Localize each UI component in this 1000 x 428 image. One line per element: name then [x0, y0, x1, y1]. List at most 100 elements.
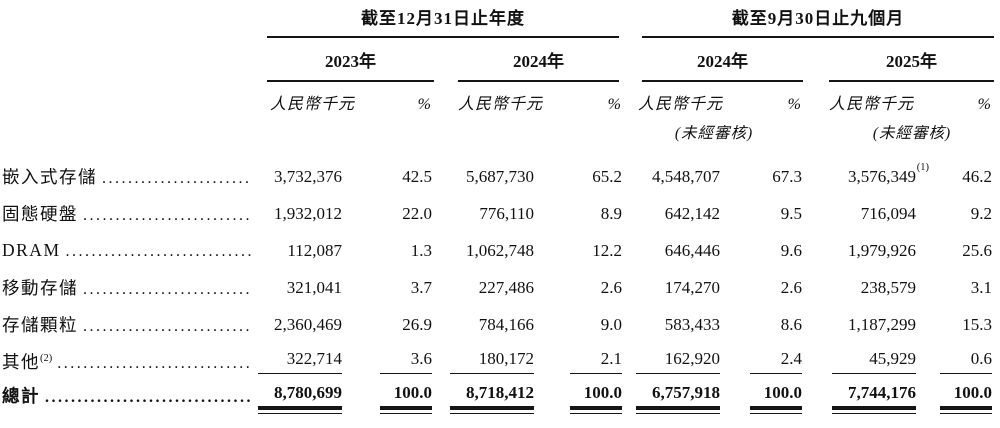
cell-percent-9m2025: 15.3: [962, 314, 992, 334]
year-header-2024: 2024年: [458, 47, 619, 82]
cell-amount-9m2025: 1,979,926: [848, 240, 916, 260]
row-label: 固態硬盤: [2, 204, 78, 224]
table-row-memory-wafers: 存儲顆粒 2,360,469 26.9 784,166 9.0 583,433 …: [2, 306, 994, 343]
year-header-row: 2023年 2024年 2024年 2025年: [2, 38, 994, 82]
cell-amount-fy2023: 3,732,376: [274, 166, 342, 186]
cell-percent-9m2024: 67.3: [772, 166, 802, 186]
col-header-percent: %: [607, 96, 622, 113]
cell-percent-9m2024: 2.6: [780, 277, 802, 297]
unaudited-note-9m-2024: (未經審核): [674, 125, 754, 142]
col-header-amount: 人民幣千元: [458, 96, 544, 113]
cell-amount-9m2024: 4,548,707: [652, 166, 720, 186]
row-label: 其他(2): [2, 352, 53, 372]
unaudited-note-9m-2025: (未經審核): [872, 125, 952, 142]
cell-amount-9m2024: 642,142: [664, 203, 720, 223]
cell-percent-fy2024: 2.6: [600, 277, 622, 297]
empty-cell: [2, 82, 254, 116]
total-percent-fy2023: 100.0: [344, 380, 434, 426]
unaudited-note-row: (未經審核) (未經審核): [2, 116, 994, 146]
table-row-total: 總計 8,780,699 100.0 8,718,412 100.0 6,757…: [2, 380, 994, 426]
year-header-9m-2024: 2024年: [642, 47, 803, 82]
empty-cell: [2, 38, 254, 82]
cell-percent-fy2023: 3.7: [410, 277, 432, 297]
total-amount-fy2024: 8,718,412: [434, 380, 536, 426]
dot-leader: [66, 243, 252, 261]
cell-percent-fy2023: 42.5: [402, 166, 432, 186]
cell-percent-fy2024: 8.9: [600, 203, 622, 223]
cell-percent-fy2024: 9.0: [600, 314, 622, 334]
col-header-percent: %: [787, 96, 802, 113]
col-header-amount: 人民幣千元: [829, 96, 915, 113]
dot-leader: [83, 281, 252, 299]
dot-leader: [83, 318, 252, 336]
table-row-dram: DRAM 112,087 1.3 1,062,748 12.2 646,446 …: [2, 232, 994, 269]
dot-leader: [45, 389, 252, 407]
cell-amount-9m2024: 174,270: [664, 277, 720, 297]
total-amount-9m2025: 7,744,176: [804, 380, 918, 426]
empty-cell: [2, 116, 254, 146]
cell-percent-9m2025: 0.6: [918, 343, 994, 380]
cell-percent-9m2025: 25.6: [962, 240, 992, 260]
total-percent-fy2024: 100.0: [536, 380, 624, 426]
cell-amount-9m2025: 716,094: [860, 203, 916, 223]
col-header-amount: 人民幣千元: [638, 96, 724, 113]
cell-amount-fy2023: 1,932,012: [274, 203, 342, 223]
cell-percent-fy2024: 12.2: [592, 240, 622, 260]
cell-amount-fy2024: 5,687,730: [466, 166, 534, 186]
total-label: 總計: [2, 386, 40, 406]
cell-percent-9m2024: 9.5: [780, 203, 802, 223]
total-percent-9m2025: 100.0: [918, 380, 994, 426]
cell-percent-9m2025: 3.1: [970, 277, 992, 297]
row-label: 移動存儲: [2, 278, 78, 298]
period-group-nine-months: 截至9月30日止九個月: [642, 4, 994, 38]
cell-amount-fy2024: 227,486: [478, 277, 534, 297]
cell-amount-9m2024: 162,920: [624, 343, 722, 380]
table-row-embedded-storage: 嵌入式存儲 3,732,376 42.5 5,687,730 65.2 4,54…: [2, 158, 994, 195]
footnote-ref-2: (2): [40, 353, 53, 365]
footnote-ref-1: (1): [916, 162, 929, 173]
unit-header-row: 人民幣千元 % 人民幣千元 % 人民幣千元 % 人民幣千元 %: [2, 82, 994, 116]
period-group-header-row: 截至12月31日止年度 截至9月30日止九個月: [2, 0, 994, 38]
col-header-percent: %: [977, 96, 992, 113]
row-label: 存儲顆粒: [2, 315, 78, 335]
cell-percent-9m2025: 46.2: [962, 166, 992, 186]
table-row-mobile-storage: 移動存儲 321,041 3.7 227,486 2.6 174,270 2.6…: [2, 269, 994, 306]
cell-amount-9m2024: 646,446: [664, 240, 720, 260]
cell-amount-9m2025: 1,187,299: [848, 314, 916, 334]
cell-percent-fy2024: 2.1: [536, 343, 624, 380]
cell-amount-fy2023: 112,087: [287, 240, 342, 260]
cell-percent-9m2025: 9.2: [970, 203, 992, 223]
cell-percent-fy2023: 1.3: [410, 240, 432, 260]
year-header-9m-2025: 2025年: [829, 47, 994, 82]
cell-percent-fy2023: 22.0: [402, 203, 432, 223]
cell-amount-fy2024: 784,166: [478, 314, 534, 334]
year-header-2023: 2023年: [267, 47, 434, 82]
cell-percent-fy2023: 3.6: [344, 343, 434, 380]
cell-amount-9m2024: 583,433: [664, 314, 720, 334]
total-percent-9m2024: 100.0: [722, 380, 804, 426]
cell-percent-9m2024: 9.6: [780, 240, 802, 260]
cell-percent-9m2024: 8.6: [780, 314, 802, 334]
header-spacer: [2, 146, 994, 158]
cell-amount-9m2025: 238,579: [860, 277, 916, 297]
cell-amount-fy2024: 1,062,748: [466, 240, 534, 260]
cell-amount-9m2025: 45,929: [804, 343, 918, 380]
cell-amount-9m2025: 3,576,349 (1): [804, 158, 929, 195]
cell-percent-9m2024: 2.4: [722, 343, 804, 380]
cell-amount-fy2023: 2,360,469: [274, 314, 342, 334]
cell-amount-fy2024: 180,172: [434, 343, 536, 380]
col-header-percent: %: [417, 96, 432, 113]
table-row-ssd: 固態硬盤 1,932,012 22.0 776,110 8.9 642,142 …: [2, 195, 994, 232]
cell-amount-fy2023: 322,714: [254, 343, 344, 380]
cell-percent-fy2023: 26.9: [402, 314, 432, 334]
dot-leader: [57, 355, 252, 373]
dot-leader: [102, 170, 252, 188]
cell-value: 3,576,349: [848, 166, 916, 186]
col-header-amount: 人民幣千元: [270, 96, 356, 113]
table-row-others: 其他(2) 322,714 3.6 180,172 2.1 162,920 2.…: [2, 343, 994, 380]
total-amount-9m2024: 6,757,918: [624, 380, 722, 426]
period-group-year-ended: 截至12月31日止年度: [267, 4, 619, 38]
dot-leader: [83, 207, 252, 225]
